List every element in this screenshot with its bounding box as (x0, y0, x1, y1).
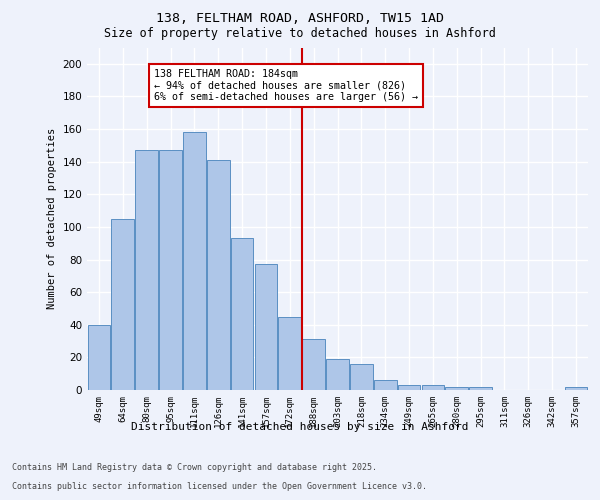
Bar (422, 385, 444, 390)
Text: 138, FELTHAM ROAD, ASHFORD, TW15 1AD: 138, FELTHAM ROAD, ASHFORD, TW15 1AD (156, 12, 444, 26)
Text: Contains HM Land Registry data © Crown copyright and database right 2025.: Contains HM Land Registry data © Crown c… (12, 464, 377, 472)
Bar (302, 340, 325, 390)
Bar (326, 359, 349, 390)
Bar (207, 160, 230, 390)
Bar (374, 380, 397, 390)
Bar (183, 132, 206, 390)
Bar (159, 150, 182, 390)
Bar (88, 325, 110, 390)
Bar (445, 386, 468, 390)
Bar (254, 264, 277, 390)
Bar (469, 386, 492, 390)
Bar (136, 150, 158, 390)
Bar (231, 238, 253, 390)
Bar (278, 316, 301, 390)
Text: Size of property relative to detached houses in Ashford: Size of property relative to detached ho… (104, 28, 496, 40)
Bar (565, 386, 587, 390)
Text: Contains public sector information licensed under the Open Government Licence v3: Contains public sector information licen… (12, 482, 427, 491)
Bar (398, 385, 421, 390)
Bar (112, 219, 134, 390)
Y-axis label: Number of detached properties: Number of detached properties (47, 128, 57, 310)
Text: 138 FELTHAM ROAD: 184sqm
← 94% of detached houses are smaller (826)
6% of semi-d: 138 FELTHAM ROAD: 184sqm ← 94% of detach… (154, 68, 418, 102)
Text: Distribution of detached houses by size in Ashford: Distribution of detached houses by size … (131, 422, 469, 432)
Bar (350, 364, 373, 390)
